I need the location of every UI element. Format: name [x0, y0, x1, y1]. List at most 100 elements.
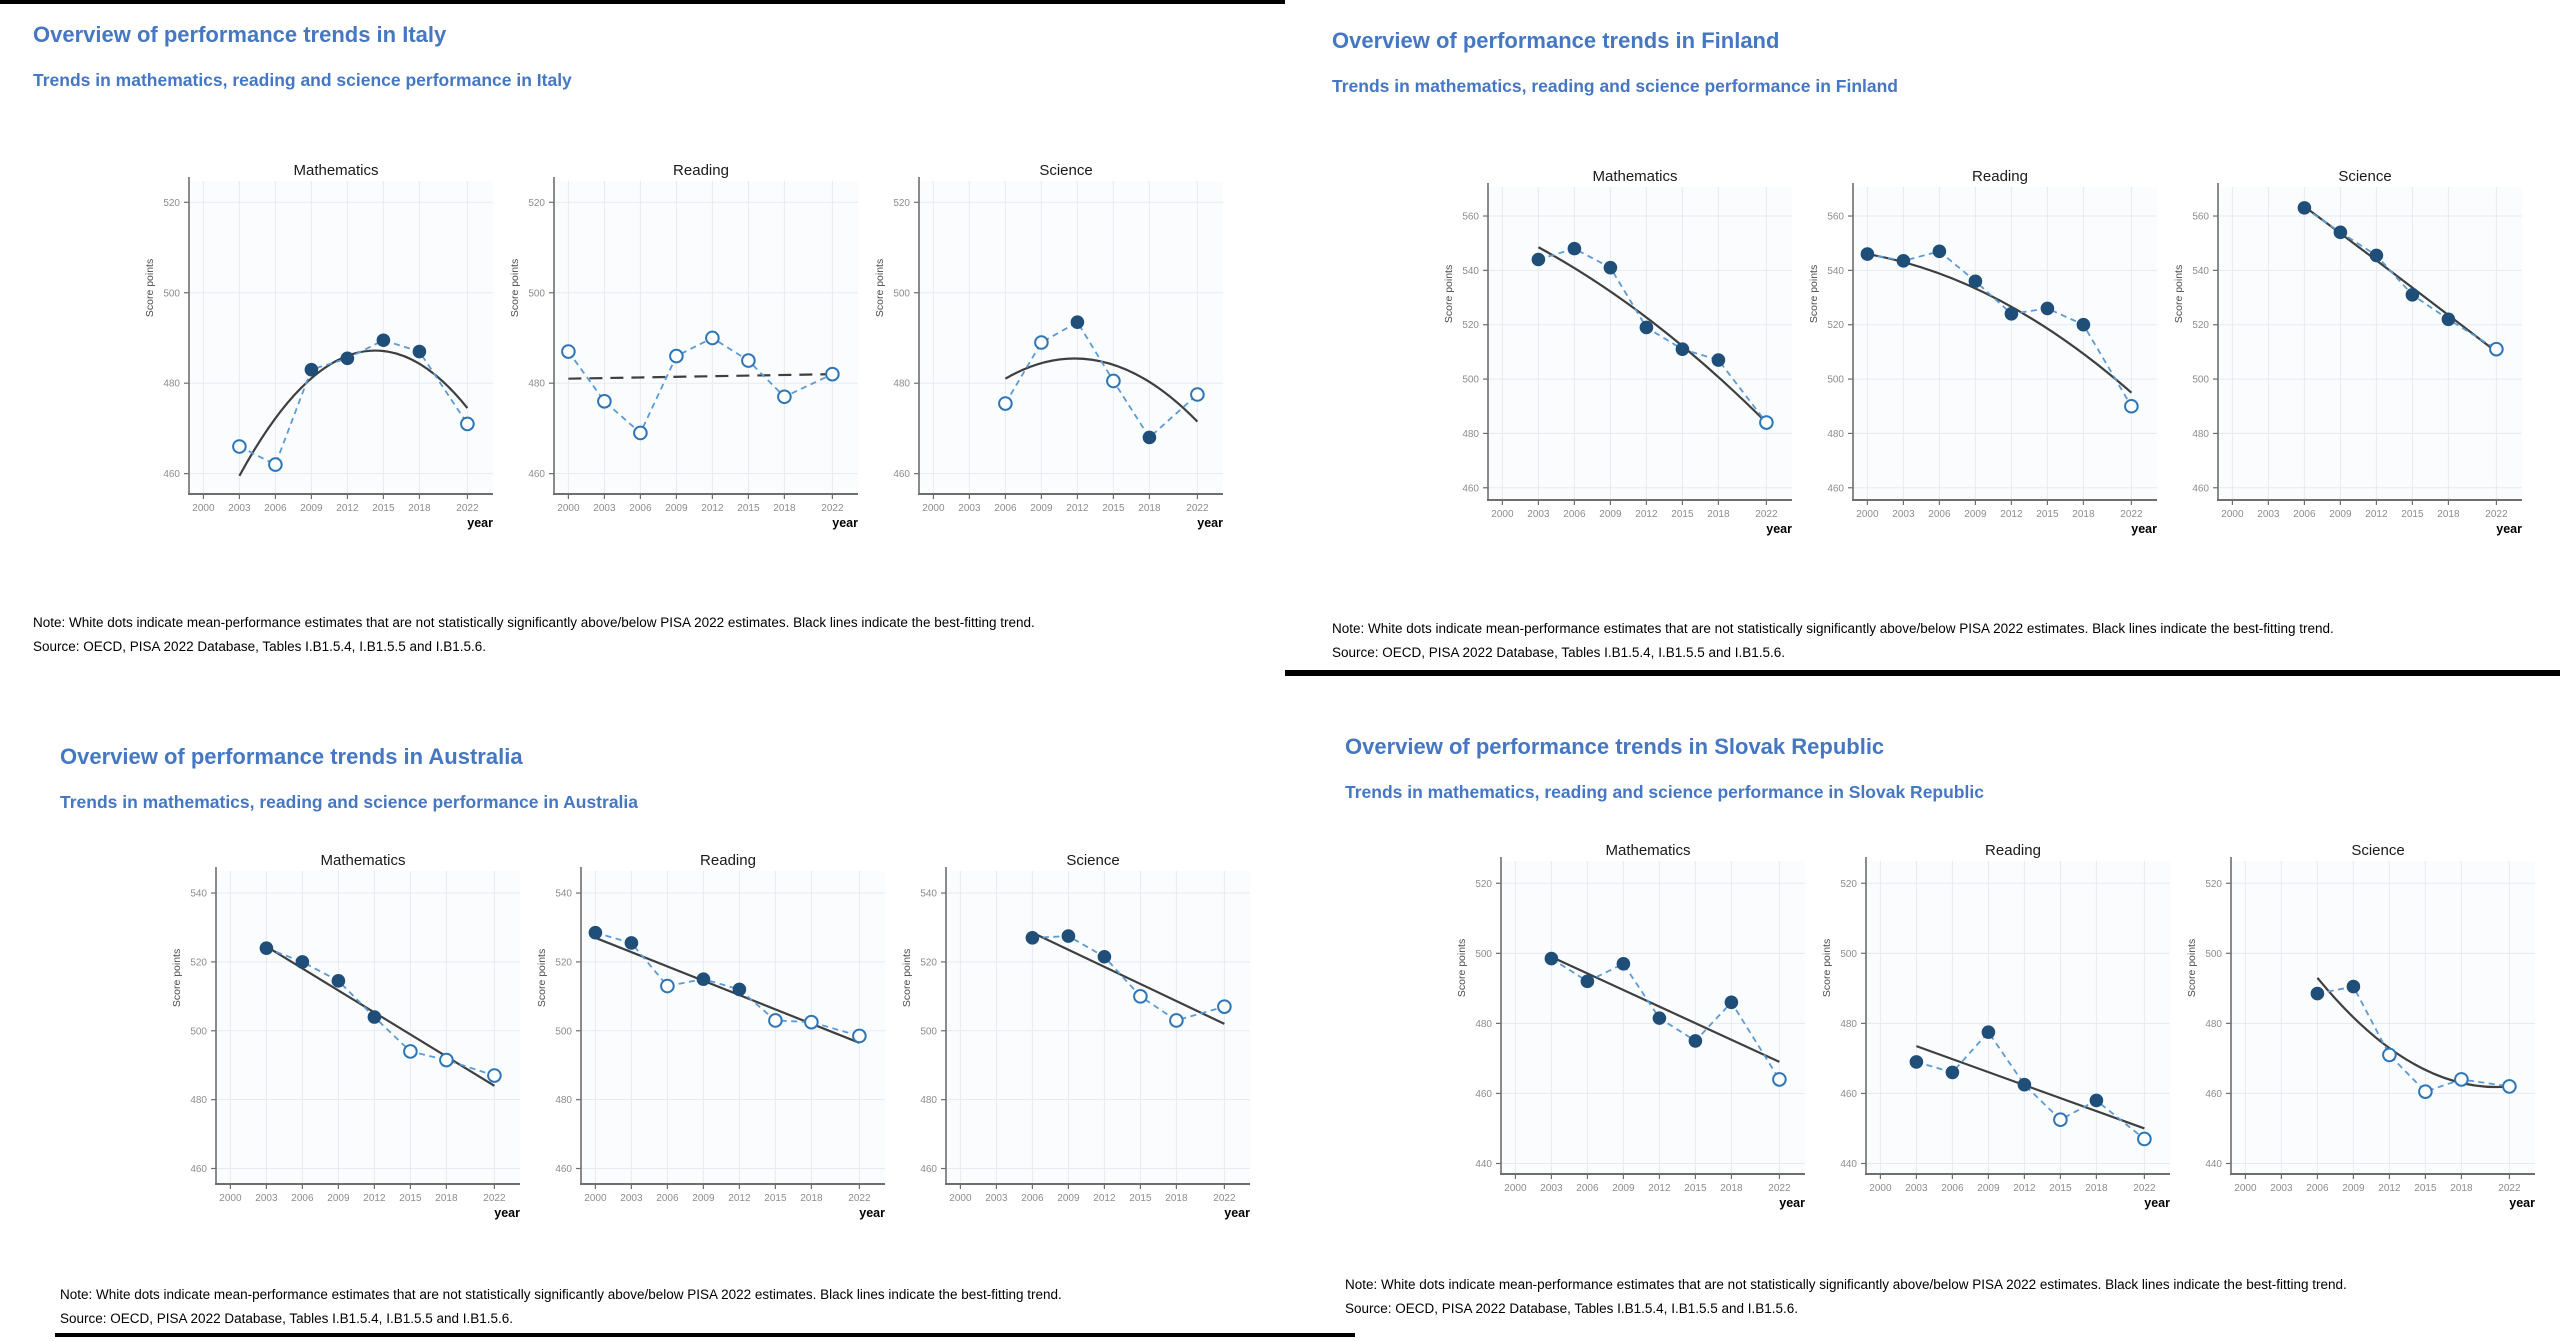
charts-row: 460 480 500 520 540 560 2000 2003 2006 2009 2012 20… [1432, 165, 2552, 543]
data-point-2022 [1190, 387, 1205, 403]
panel-subtitle: Trends in mathematics, reading and scien… [60, 792, 639, 813]
x-tick-label: 2015 [1129, 1193, 1152, 1204]
y-tick-label: 460 [1475, 1089, 1492, 1100]
data-point-2006 [1932, 244, 1947, 259]
data-point-2006 [268, 457, 283, 473]
chart-reading: 440 460 480 500 520 2000 2003 2006 2009 2012 2015 2… [1810, 839, 2175, 1217]
data-point-2009 [669, 349, 684, 364]
x-axis-label: year [1224, 1206, 1250, 1220]
y-tick-label: 480 [893, 379, 910, 390]
chart-title: Mathematics [1592, 168, 1677, 185]
y-tick-label: 520 [920, 958, 937, 969]
data-point-2006 [1945, 1066, 1960, 1080]
data-point-2006 [2297, 201, 2312, 216]
x-tick-label: 2009 [665, 503, 688, 514]
x-tick-label: 2022 [483, 1193, 506, 1204]
y-tick-label: 460 [528, 470, 545, 481]
x-tick-label: 2018 [1165, 1193, 1188, 1204]
x-tick-label: 2015 [2414, 1183, 2437, 1194]
x-tick-label: 2022 [1755, 509, 1778, 520]
data-point-2006 [998, 396, 1013, 412]
x-tick-label: 2003 [593, 503, 616, 514]
x-tick-label: 2022 [848, 1193, 871, 1204]
x-tick-label: 2006 [291, 1193, 314, 1204]
x-tick-label: 2006 [629, 503, 652, 514]
data-point-2009 [331, 974, 346, 989]
x-tick-label: 2003 [958, 503, 981, 514]
y-tick-label: 520 [1462, 321, 1479, 332]
trend-line [1550, 956, 1780, 1064]
x-tick-label: 2015 [1102, 503, 1125, 514]
x-axis-label: year [467, 516, 493, 530]
chart-title: Reading [673, 162, 729, 179]
x-tick-label: 2018 [1720, 1183, 1743, 1194]
trend-line [238, 349, 469, 477]
x-tick-label: 2006 [1941, 1183, 1964, 1194]
x-tick-label: 2018 [1707, 509, 1730, 520]
x-tick-label: 2012 [2013, 1183, 2036, 1194]
data-point-2012 [2369, 249, 2384, 263]
data-point-2015 [768, 1013, 783, 1029]
y-tick-label: 520 [190, 958, 207, 969]
chart-svg: 460 480 500 520 2000 2003 2006 2009 2012 2015 2018… [509, 162, 858, 530]
chart-svg: 460 480 500 520 2000 2003 2006 2009 2012 2015 2018… [874, 162, 1223, 530]
chart-title: Science [1066, 852, 1119, 869]
x-tick-label: 2022 [2498, 1183, 2521, 1194]
y-axis-label: Score points [874, 259, 886, 317]
y-tick-label: 560 [1462, 212, 1479, 223]
y-tick-label: 560 [2192, 212, 2209, 223]
data-point-2006 [660, 979, 675, 994]
panel-subtitle: Trends in mathematics, reading and scien… [33, 70, 572, 91]
x-tick-label: 2000 [922, 503, 945, 514]
data-point-2015 [403, 1044, 418, 1060]
data-point-2015 [741, 353, 756, 369]
data-point-2015 [1688, 1034, 1703, 1049]
chart-svg: 460 480 500 520 540 560 2000 2003 2006 2009 2012 20… [1808, 168, 2157, 536]
x-tick-label: 2018 [435, 1193, 458, 1204]
x-tick-label: 2003 [1892, 509, 1915, 520]
data-point-2003 [624, 936, 639, 951]
y-axis-label: Score points [536, 949, 548, 1007]
data-point-2018 [804, 1015, 819, 1030]
x-tick-label: 2006 [1576, 1183, 1599, 1194]
x-axis-label: year [1779, 1196, 1805, 1210]
y-tick-label: 480 [555, 1096, 572, 1107]
data-point-2003 [232, 439, 247, 455]
y-tick-label: 440 [1840, 1159, 1857, 1170]
x-tick-label: 2022 [1213, 1193, 1236, 1204]
x-tick-label: 2006 [1021, 1193, 1044, 1204]
panel-title: Overview of performance trends in Finlan… [1332, 28, 1780, 53]
x-tick-label: 2003 [620, 1193, 643, 1204]
data-point-2018 [1142, 431, 1157, 445]
x-tick-label: 2022 [2120, 509, 2143, 520]
x-tick-label: 2009 [1599, 509, 1622, 520]
x-tick-label: 2018 [408, 503, 431, 514]
data-point-2022 [2124, 399, 2139, 414]
y-tick-label: 460 [555, 1164, 572, 1175]
y-tick-label: 480 [2192, 429, 2209, 440]
left-page-top-border [0, 0, 1285, 4]
y-tick-label: 520 [1827, 321, 1844, 332]
y-axis-label: Score points [1456, 939, 1468, 997]
data-point-2018 [2089, 1094, 2104, 1108]
y-axis-label: Score points [509, 259, 521, 317]
data-point-2018 [777, 389, 792, 405]
data-point-2006 [1580, 974, 1595, 989]
y-tick-label: 560 [1827, 212, 1844, 223]
y-tick-label: 520 [1840, 879, 1857, 890]
y-tick-label: 460 [1462, 484, 1479, 495]
x-tick-label: 2018 [800, 1193, 823, 1204]
x-tick-label: 2022 [1768, 1183, 1791, 1194]
data-point-2009 [1981, 1025, 1996, 1040]
y-tick-label: 500 [893, 289, 910, 300]
data-point-2015 [2405, 288, 2420, 303]
x-tick-label: 2012 [2378, 1183, 2401, 1194]
data-point-2015 [376, 333, 391, 348]
x-tick-label: 2012 [336, 503, 359, 514]
data-point-2022 [487, 1068, 502, 1084]
chart-title: Science [1039, 162, 1092, 179]
x-tick-label: 2000 [192, 503, 215, 514]
y-tick-label: 440 [1475, 1159, 1492, 1170]
x-tick-label: 2006 [2293, 509, 2316, 520]
